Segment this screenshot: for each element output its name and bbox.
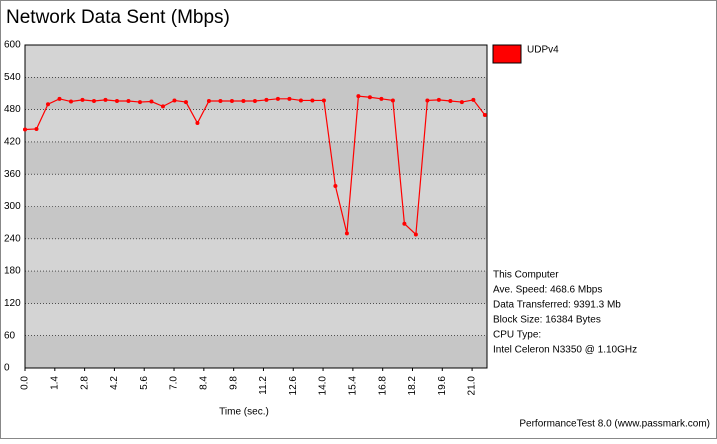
data-point xyxy=(45,102,50,107)
y-tick-label: 120 xyxy=(4,298,21,309)
data-point xyxy=(333,184,338,189)
data-point xyxy=(390,98,395,103)
data-point xyxy=(367,95,372,100)
data-point xyxy=(183,100,188,105)
data-point xyxy=(379,96,384,101)
data-point xyxy=(310,98,315,103)
data-point xyxy=(23,127,27,132)
data-point xyxy=(218,98,223,103)
data-point xyxy=(344,231,349,236)
data-point xyxy=(160,104,165,109)
x-tick-label: 11.2 xyxy=(258,376,269,395)
data-point xyxy=(195,121,200,126)
x-tick-label: 14.0 xyxy=(318,376,329,396)
y-tick-label: 480 xyxy=(4,104,21,115)
x-tick-label: 16.8 xyxy=(377,376,388,396)
info-text: Data Transferred: 9391.3 Mb xyxy=(493,300,621,311)
info-text: Ave. Speed: 468.6 Mbps xyxy=(493,285,602,296)
data-point xyxy=(448,98,453,103)
y-tick-label: 180 xyxy=(4,266,21,277)
data-point xyxy=(172,98,177,103)
grid-band xyxy=(25,141,487,175)
x-tick-label: 5.6 xyxy=(139,376,150,390)
x-tick-label: 12.6 xyxy=(288,376,299,396)
data-point xyxy=(471,97,476,102)
data-point xyxy=(114,98,119,103)
data-point xyxy=(126,98,131,103)
x-tick-label: 9.8 xyxy=(228,376,239,390)
x-axis-label: Time (sec.) xyxy=(219,407,269,418)
data-point xyxy=(80,97,85,102)
data-point xyxy=(436,97,441,102)
data-point xyxy=(206,98,211,103)
x-tick-label: 8.4 xyxy=(198,376,209,390)
data-point xyxy=(321,98,326,103)
x-tick-label: 2.8 xyxy=(79,376,90,390)
x-tick-label: 18.2 xyxy=(407,376,418,396)
data-point xyxy=(356,94,361,99)
data-point xyxy=(68,99,73,104)
grid-band xyxy=(25,271,487,304)
y-tick-label: 60 xyxy=(4,330,16,341)
y-tick-label: 240 xyxy=(4,233,21,244)
chart-title: Network Data Sent (Mbps) xyxy=(6,7,230,28)
data-point xyxy=(241,98,246,103)
data-point xyxy=(229,98,234,103)
grid-band xyxy=(25,206,487,239)
x-tick-label: 4.2 xyxy=(109,376,120,390)
data-point xyxy=(482,112,487,117)
data-point xyxy=(137,100,142,105)
footer: PerformanceTest 8.0 (www.passmark.com) xyxy=(519,419,710,430)
info-text: Block Size: 16384 Bytes xyxy=(493,315,601,326)
x-tick-label: 0.0 xyxy=(20,376,31,390)
y-tick-label: 540 xyxy=(4,72,21,83)
data-point xyxy=(149,99,154,104)
x-tick-label: 7.0 xyxy=(169,376,180,390)
grid-band xyxy=(25,335,487,368)
info-text: Intel Celeron N3350 @ 1.10GHz xyxy=(493,345,637,356)
data-point xyxy=(275,96,280,101)
legend-swatch xyxy=(492,44,522,64)
data-point xyxy=(252,98,257,103)
data-point xyxy=(34,126,39,131)
data-point xyxy=(402,221,407,226)
data-point xyxy=(413,232,418,237)
data-point xyxy=(287,96,292,101)
data-point xyxy=(459,100,464,105)
grid-band xyxy=(25,77,487,110)
info-text: This Computer xyxy=(493,270,559,281)
data-point xyxy=(298,98,303,103)
data-point xyxy=(264,97,269,102)
y-tick-label: 360 xyxy=(4,169,21,180)
data-point xyxy=(57,96,62,101)
x-tick-label: 1.4 xyxy=(49,376,60,390)
info-text: CPU Type: xyxy=(493,330,541,341)
plot-border xyxy=(24,44,488,369)
y-tick-label: 420 xyxy=(4,137,21,148)
data-point xyxy=(91,98,96,103)
y-tick-label: 600 xyxy=(4,40,21,51)
x-tick-label: 21.0 xyxy=(467,376,478,396)
data-point xyxy=(425,98,430,103)
y-tick-label: 0 xyxy=(4,363,10,374)
data-point xyxy=(103,97,108,102)
y-tick-label: 300 xyxy=(4,201,21,212)
x-tick-label: 15.4 xyxy=(348,376,359,396)
legend-label: UDPv4 xyxy=(527,45,559,56)
x-tick-label: 19.6 xyxy=(437,376,448,396)
